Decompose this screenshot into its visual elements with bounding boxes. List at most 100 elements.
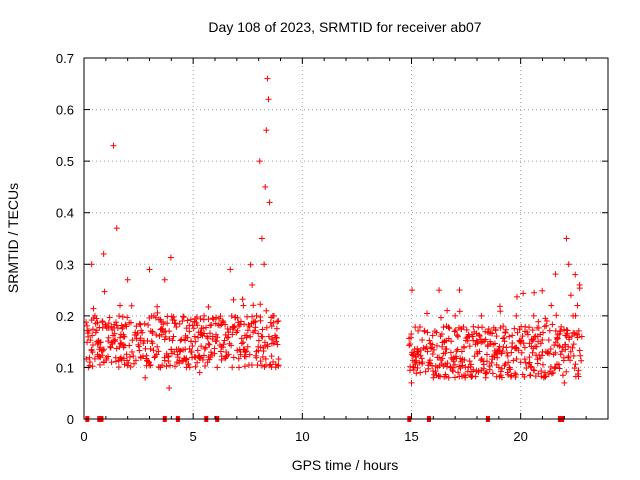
data-point	[164, 320, 171, 327]
data-point	[255, 330, 262, 337]
data-point	[268, 323, 275, 330]
data-point	[234, 314, 241, 321]
data-point	[121, 361, 128, 368]
data-point	[123, 323, 130, 330]
data-point	[99, 318, 106, 325]
data-point	[273, 335, 280, 342]
data-point	[90, 305, 97, 312]
data-point	[535, 324, 542, 331]
data-point	[419, 359, 426, 366]
data-point	[201, 330, 208, 337]
data-point	[113, 319, 120, 326]
data-point	[452, 312, 459, 319]
data-point	[447, 363, 454, 370]
data-point	[240, 302, 247, 309]
data-point	[203, 333, 210, 340]
data-point	[237, 321, 244, 328]
data-point	[269, 313, 276, 320]
data-point	[222, 354, 229, 361]
data-point	[229, 364, 236, 371]
data-point	[153, 351, 160, 358]
grid	[84, 58, 608, 419]
y-tick-label: 0.4	[56, 206, 74, 221]
data-point	[518, 349, 525, 356]
data-point	[538, 352, 545, 359]
data-point	[213, 337, 220, 344]
data-point	[422, 368, 429, 375]
data-point	[207, 330, 214, 337]
data-point	[124, 276, 131, 283]
data-point	[476, 348, 483, 355]
data-point	[161, 354, 168, 361]
data-point	[417, 352, 424, 359]
data-point	[204, 335, 211, 342]
data-point	[439, 343, 446, 350]
data-point	[553, 312, 560, 319]
data-point	[478, 339, 485, 346]
data-point	[186, 328, 193, 335]
data-point	[261, 261, 268, 268]
data-point	[260, 348, 267, 355]
data-point	[556, 365, 563, 372]
data-point	[541, 373, 548, 380]
data-point	[429, 362, 436, 369]
data-point	[84, 339, 91, 346]
data-point	[103, 357, 110, 364]
data-point	[535, 318, 542, 325]
data-point	[488, 359, 495, 366]
data-point	[575, 367, 582, 374]
data-point	[552, 364, 559, 371]
data-point	[567, 357, 574, 364]
data-point	[112, 358, 119, 365]
data-point	[524, 329, 531, 336]
data-point	[128, 302, 135, 309]
data-point	[209, 315, 216, 322]
data-point	[408, 379, 415, 386]
data-point	[462, 364, 469, 371]
data-point	[519, 333, 526, 340]
data-point	[149, 340, 156, 347]
data-point	[89, 326, 96, 333]
data-point	[450, 358, 457, 365]
data-point	[237, 318, 244, 325]
data-point	[194, 347, 201, 354]
data-point	[133, 323, 140, 330]
data-point	[520, 290, 527, 297]
data-point	[101, 288, 108, 295]
data-point	[252, 324, 259, 331]
data-point	[108, 323, 115, 330]
data-point	[184, 317, 191, 324]
data-point	[251, 327, 258, 334]
data-point	[150, 347, 157, 354]
data-point	[529, 337, 536, 344]
data-point	[522, 323, 529, 330]
data-point	[258, 235, 265, 242]
data-point	[513, 355, 520, 362]
data-point	[115, 364, 122, 371]
data-point	[214, 334, 221, 341]
data-point	[470, 323, 477, 330]
data-point	[570, 341, 577, 348]
data-point	[466, 343, 473, 350]
data-point	[94, 319, 101, 326]
data-point	[86, 354, 93, 361]
data-point	[198, 330, 205, 337]
data-point	[201, 345, 208, 352]
data-point	[243, 332, 250, 339]
data-point	[478, 312, 485, 319]
data-point	[100, 250, 107, 257]
data-point	[574, 334, 581, 341]
data-point	[513, 312, 520, 319]
data-point	[269, 336, 276, 343]
data-point	[479, 324, 486, 331]
data-point	[565, 334, 572, 341]
data-point	[207, 322, 214, 329]
data-point	[439, 355, 446, 362]
data-point	[127, 319, 134, 326]
data-point	[452, 327, 459, 334]
data-point	[442, 373, 449, 380]
data-point	[207, 349, 214, 356]
data-point	[242, 353, 249, 360]
data-point	[213, 331, 220, 338]
data-point	[113, 322, 120, 329]
